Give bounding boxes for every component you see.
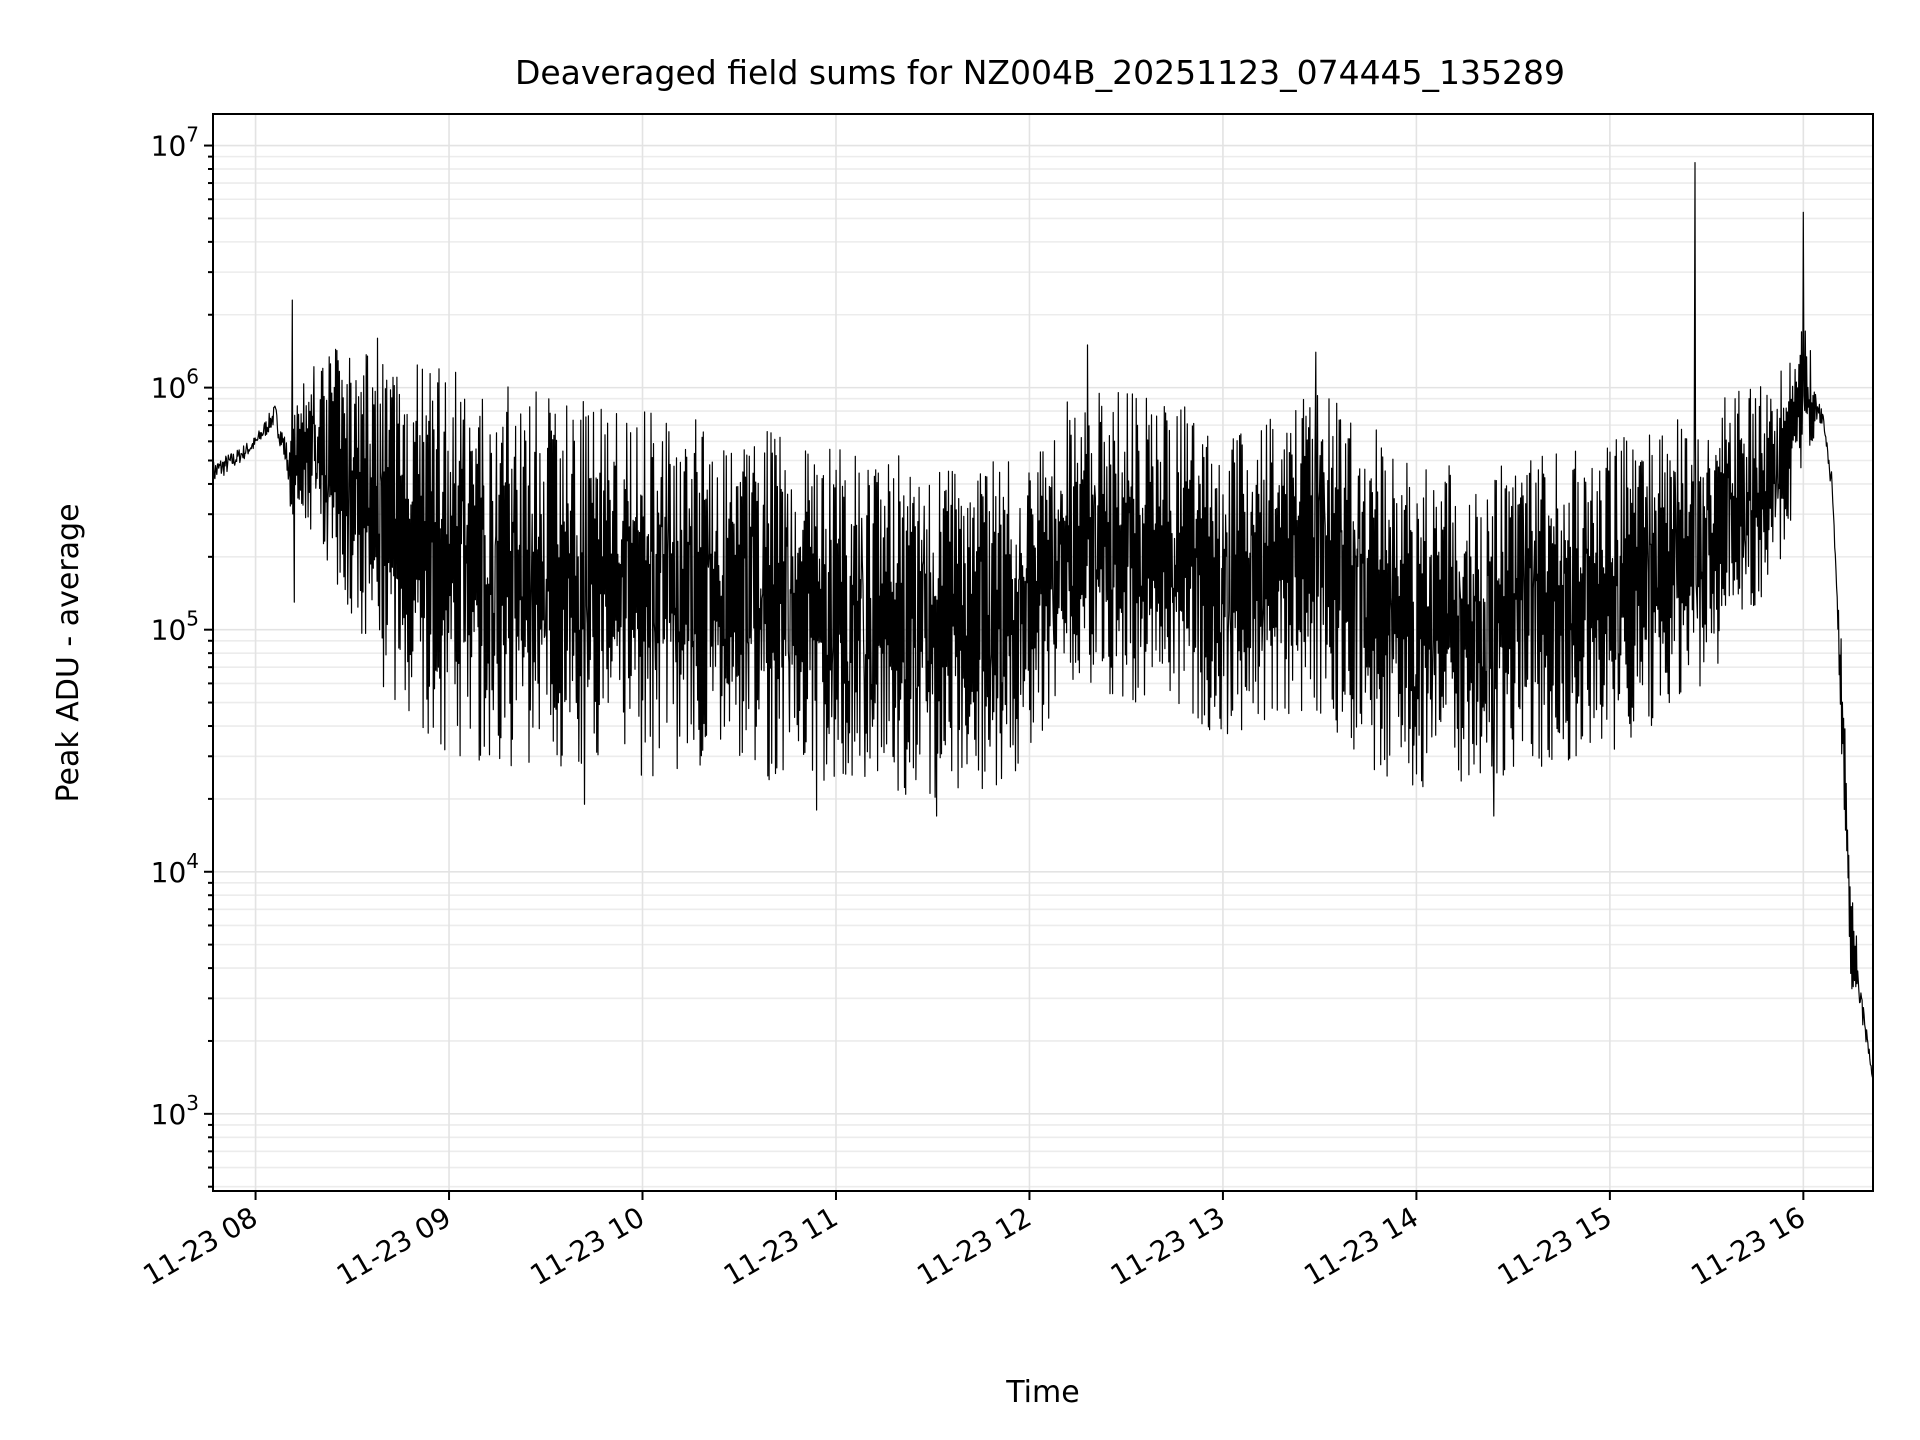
y-axis-label: Peak ADU - average (51, 503, 86, 802)
x-tick-label: 11-23 15 (1492, 1200, 1618, 1292)
x-tick-label: 11-23 11 (718, 1200, 844, 1292)
data-series (212, 162, 1874, 1079)
x-tick-label: 11-23 10 (524, 1200, 650, 1292)
x-tick-label: 11-23 16 (1685, 1200, 1811, 1292)
y-tick-label: 104 (151, 849, 199, 889)
x-tick-label: 11-23 12 (911, 1200, 1037, 1292)
y-ticks: 103 104 105 106 107 (151, 123, 213, 1188)
y-tick-label: 105 (151, 607, 199, 647)
x-tick-label: 11-23 08 (138, 1200, 264, 1292)
x-axis-label: Time (1005, 1375, 1079, 1410)
y-tick-label: 103 (151, 1091, 199, 1131)
y-tick-label: 106 (151, 365, 199, 405)
x-tick-label: 11-23 13 (1105, 1200, 1231, 1292)
x-ticks: 11-23 08 11-23 09 11-23 10 11-23 11 11-23 12… (138, 1191, 1811, 1292)
x-tick-label: 11-23 14 (1298, 1200, 1424, 1292)
chart-title: Deaveraged field sums for NZ004B_2025112… (515, 53, 1565, 92)
x-tick-label: 11-23 09 (331, 1200, 457, 1292)
series-line (212, 162, 1874, 1079)
y-tick-label: 107 (151, 123, 199, 163)
